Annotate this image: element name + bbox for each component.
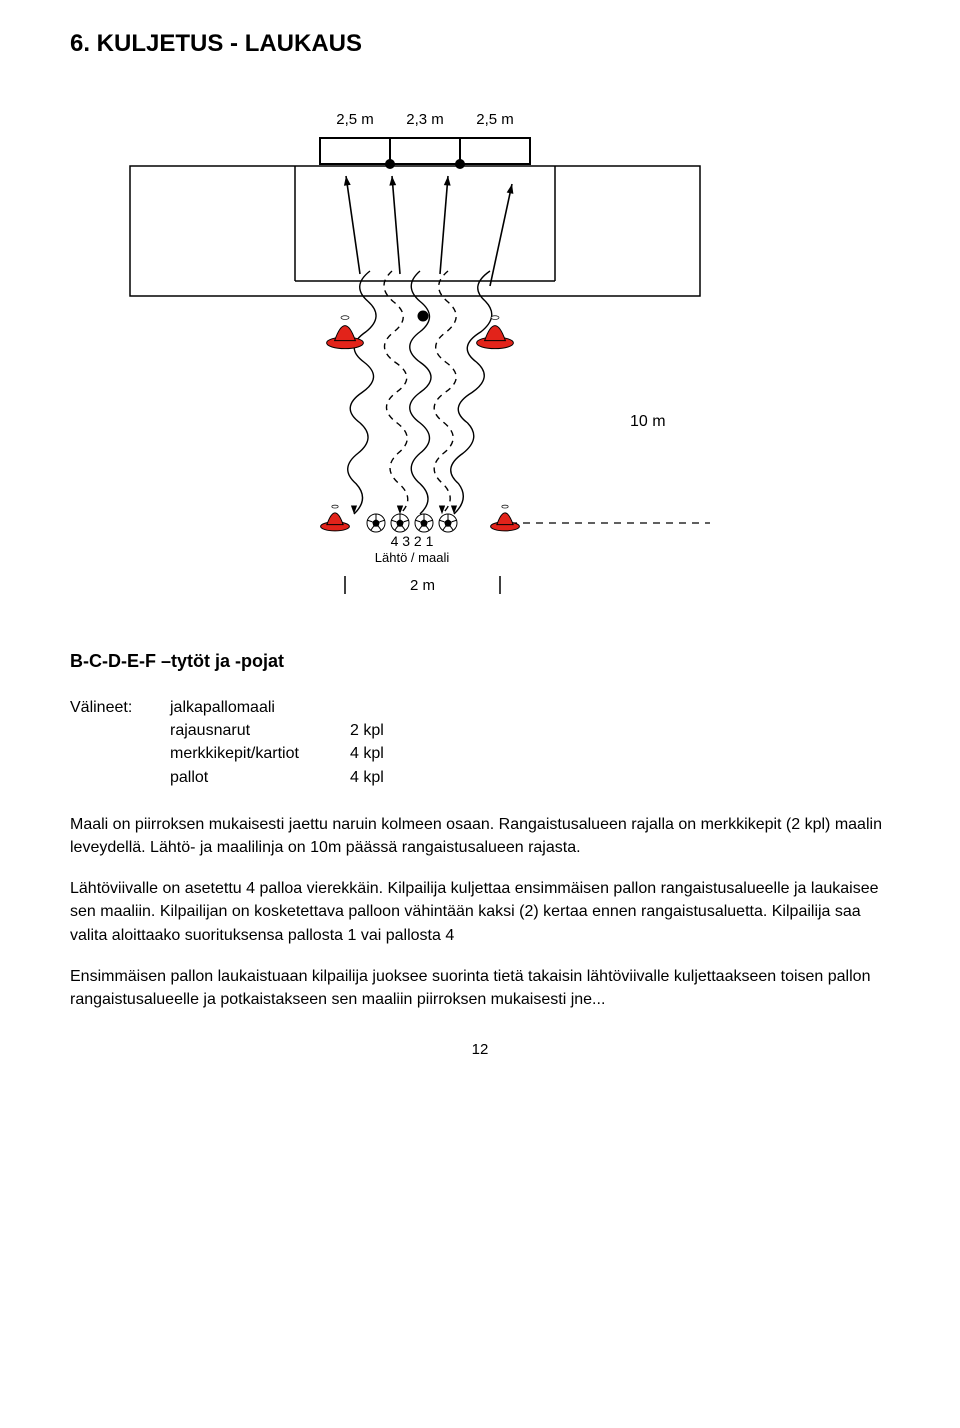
equip-item-0: jalkapallomaali: [170, 696, 350, 719]
svg-text:Lähtö / maali: Lähtö / maali: [375, 550, 450, 565]
svg-text:2,5 m: 2,5 m: [476, 111, 514, 128]
svg-text:2,5 m: 2,5 m: [336, 111, 374, 128]
equip-qty-3: 4 kpl: [350, 766, 410, 789]
equip-qty-1: 2 kpl: [350, 719, 410, 742]
subheading: B-C-D-E-F –tytöt ja -pojat: [70, 651, 890, 672]
page-number: 12: [70, 1041, 890, 1058]
paragraph-1: Maali on piirroksen mukaisesti jaettu na…: [70, 813, 890, 859]
drill-diagram: 2,5 m 2,3 m 2,5 m 10 m 4 3 2 1Lähtö / maali 2…: [70, 76, 710, 621]
equip-item-3: pallot: [170, 766, 350, 789]
paragraph-2: Lähtöviivalle on asetettu 4 palloa viere…: [70, 877, 890, 947]
equip-qty-0: [350, 696, 410, 719]
svg-text:4 3 2 1: 4 3 2 1: [391, 533, 434, 549]
svg-text:2,3 m: 2,3 m: [406, 111, 444, 128]
equip-item-2: merkkikepit/kartiot: [170, 742, 350, 765]
svg-text:10 m: 10 m: [630, 413, 666, 430]
equip-qty-2: 4 kpl: [350, 742, 410, 765]
equip-item-1: rajausnarut: [170, 719, 350, 742]
equipment-block: Välineet: jalkapallomaali rajausnarut 2 …: [70, 696, 890, 789]
page-title: 6. KULJETUS - LAUKAUS: [70, 30, 890, 58]
svg-text:2 m: 2 m: [410, 577, 435, 594]
diagram-svg: 2,5 m 2,3 m 2,5 m 10 m 4 3 2 1Lähtö / maali 2…: [70, 76, 770, 621]
equipment-label: Välineet:: [70, 696, 170, 719]
paragraph-3: Ensimmäisen pallon laukaistuaan kilpaili…: [70, 965, 890, 1011]
